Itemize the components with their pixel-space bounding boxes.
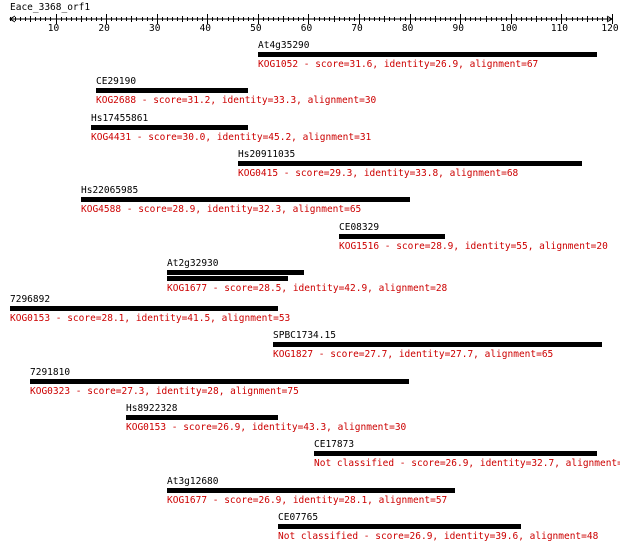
- alignment-bar: [278, 524, 521, 529]
- hit-description: Not classified - score=26.9, identity=32…: [314, 458, 620, 469]
- hit-description: KOG0153 - score=26.9, identity=43.3, ali…: [126, 422, 407, 433]
- alignment-bar: [167, 276, 288, 281]
- alignment-bar: [91, 125, 248, 130]
- alignment-bar: [339, 234, 445, 239]
- hit-name: At3g12680: [167, 476, 219, 487]
- alignment-bar: [81, 197, 410, 202]
- hit-description: KOG1516 - score=28.9, identity=55, align…: [339, 241, 608, 252]
- hit-name: Hs17455861: [91, 113, 149, 124]
- query-label: Eace_3368_orf1: [10, 2, 91, 13]
- alignment-bar: [96, 88, 248, 93]
- axis-tick-label: 40: [200, 23, 212, 34]
- alignment-bar: [167, 270, 304, 275]
- hit-name: Hs22065985: [81, 185, 139, 196]
- hit-description: KOG1677 - score=26.9, identity=28.1, ali…: [167, 495, 448, 506]
- alignment-bar: [10, 306, 278, 311]
- hit-description: KOG0153 - score=28.1, identity=41.5, ali…: [10, 313, 291, 324]
- hit-name: SPBC1734.15: [273, 330, 336, 341]
- hit-name: Hs8922328: [126, 403, 178, 414]
- axis-tick-label: 10: [48, 23, 60, 34]
- axis-tick-label: 110: [551, 23, 568, 34]
- sequence-axis: 10 20 30 40 50 60 70 80 90 100 110 120: [9, 14, 619, 34]
- hit-description: KOG4588 - score=28.9, identity=32.3, ali…: [81, 204, 362, 215]
- hit-name: At4g35290: [258, 40, 310, 51]
- hit-name: CE08329: [339, 222, 380, 233]
- axis-tick-label: 70: [351, 23, 363, 34]
- alignment-bar: [30, 379, 409, 384]
- hit-description: KOG1827 - score=27.7, identity=27.7, ali…: [273, 349, 554, 360]
- alignment-bar: [273, 342, 602, 347]
- alignment-bar: [238, 161, 582, 166]
- axis-tick-label: 90: [453, 23, 465, 34]
- hit-name: CE29190: [96, 76, 137, 87]
- axis-tick-label: 20: [98, 23, 110, 34]
- axis-tick-label: 60: [301, 23, 313, 34]
- hit-description: KOG1052 - score=31.6, identity=26.9, ali…: [258, 59, 539, 70]
- axis-tick-label: 30: [149, 23, 161, 34]
- hit-description: KOG1677 - score=28.5, identity=42.9, ali…: [167, 283, 448, 294]
- axis-tick-label: 80: [402, 23, 414, 34]
- axis-tick-label: 100: [500, 23, 517, 34]
- hit-description: Not classified - score=26.9, identity=39…: [278, 531, 599, 542]
- axis-tick-label: 120: [601, 23, 618, 34]
- hit-description: KOG0415 - score=29.3, identity=33.8, ali…: [238, 168, 519, 179]
- hit-name: At2g32930: [167, 258, 219, 269]
- alignment-bar: [167, 488, 455, 493]
- alignment-bar: [126, 415, 278, 420]
- axis-tick-label: 50: [250, 23, 262, 34]
- hit-description: KOG4431 - score=30.0, identity=45.2, ali…: [91, 132, 372, 143]
- hit-description: KOG0323 - score=27.3, identity=28, align…: [30, 386, 299, 397]
- hit-name: CE17873: [314, 439, 355, 450]
- alignment-bar: [258, 52, 597, 57]
- alignment-bar: [314, 451, 597, 456]
- hit-name: 7296892: [10, 294, 51, 305]
- hit-name: Hs20911035: [238, 149, 296, 160]
- hit-description: KOG2688 - score=31.2, identity=33.3, ali…: [96, 95, 377, 106]
- hit-name: 7291810: [30, 367, 71, 378]
- hit-name: CE07765: [278, 512, 319, 523]
